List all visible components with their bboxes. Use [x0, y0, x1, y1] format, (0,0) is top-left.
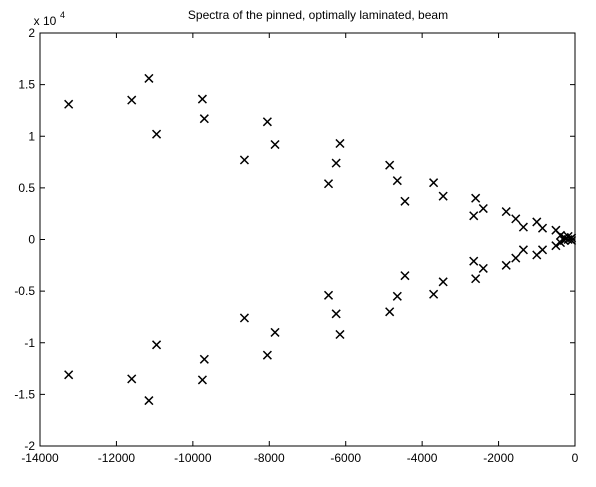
data-point — [429, 289, 439, 299]
data-point — [438, 277, 448, 287]
data-point — [331, 158, 341, 168]
data-point — [469, 256, 479, 266]
plot-frame — [39, 32, 576, 447]
data-point — [438, 191, 448, 201]
data-point — [501, 260, 511, 270]
data-point — [323, 290, 334, 300]
data-point — [400, 271, 410, 281]
data-point — [392, 176, 402, 186]
y-multiplier-exponent: 4 — [60, 10, 65, 20]
data-point — [555, 230, 566, 240]
data-point — [511, 253, 521, 263]
data-points — [64, 73, 577, 406]
data-point — [64, 370, 74, 380]
data-point — [518, 245, 528, 255]
data-point — [335, 329, 345, 340]
data-point — [197, 375, 207, 385]
y-tick-label: -1.5 — [14, 387, 35, 401]
data-point — [64, 99, 74, 109]
data-point — [151, 129, 162, 139]
data-point — [239, 313, 250, 323]
y-tick-label: 0 — [28, 233, 35, 247]
data-point — [199, 114, 209, 124]
data-point — [471, 274, 481, 284]
y-tick-label: 0.5 — [18, 181, 35, 195]
data-point — [501, 207, 511, 217]
data-point — [197, 94, 207, 104]
data-point — [331, 309, 341, 319]
y-axis-multiplier: x 10 4 — [34, 10, 65, 28]
data-point — [144, 396, 154, 406]
y-tick-label: 1.5 — [18, 78, 35, 92]
data-point — [262, 350, 272, 360]
x-tick-label: -6000 — [330, 451, 361, 465]
data-point — [537, 245, 548, 255]
data-point — [537, 223, 548, 233]
x-tick-label: -8000 — [254, 451, 285, 465]
data-point — [262, 117, 272, 127]
y-tick-label: 2 — [28, 26, 35, 40]
data-point — [478, 263, 488, 273]
y-tick-label: 1 — [28, 129, 35, 143]
data-point — [270, 327, 280, 337]
y-tick-label: -2 — [24, 439, 35, 453]
data-point — [335, 138, 345, 149]
data-point — [567, 235, 577, 246]
x-tick-label: -10000 — [174, 451, 212, 465]
x-tick-label: 0 — [572, 451, 579, 465]
data-point — [127, 95, 137, 105]
x-tick-label: -14000 — [21, 451, 59, 465]
y-tick-label: -1 — [24, 336, 35, 350]
data-point — [127, 374, 137, 384]
data-point — [323, 179, 334, 189]
y-multiplier-base: x 10 — [34, 14, 57, 28]
data-point — [471, 193, 481, 203]
data-point — [469, 211, 479, 221]
data-point — [518, 222, 528, 232]
data-point — [144, 73, 154, 83]
data-point — [239, 155, 250, 165]
data-point — [270, 139, 280, 150]
y-tick-label: -0.5 — [14, 284, 35, 298]
data-point — [551, 241, 561, 251]
data-point — [511, 214, 521, 224]
x-tick-label: -12000 — [98, 451, 136, 465]
data-point — [199, 354, 209, 364]
data-point — [555, 238, 566, 248]
data-point — [400, 196, 410, 206]
data-point — [385, 307, 395, 317]
data-point — [385, 160, 395, 170]
data-point — [392, 291, 402, 301]
x-tick-label: -2000 — [483, 451, 514, 465]
data-point — [429, 178, 439, 188]
data-point — [151, 340, 162, 350]
data-point — [567, 233, 577, 243]
x-tick-label: -4000 — [407, 451, 438, 465]
x-axis: -14000 -12000 -10000 -8000 -6000 -4000 -2000 0 — [21, 33, 579, 465]
y-axis: 2 1.5 1 0.5 0 -0.5 -1 -1.5 -2 — [14, 26, 575, 453]
chart-title: Spectra of the pinned, optimally laminat… — [188, 8, 448, 22]
data-point — [478, 203, 488, 214]
